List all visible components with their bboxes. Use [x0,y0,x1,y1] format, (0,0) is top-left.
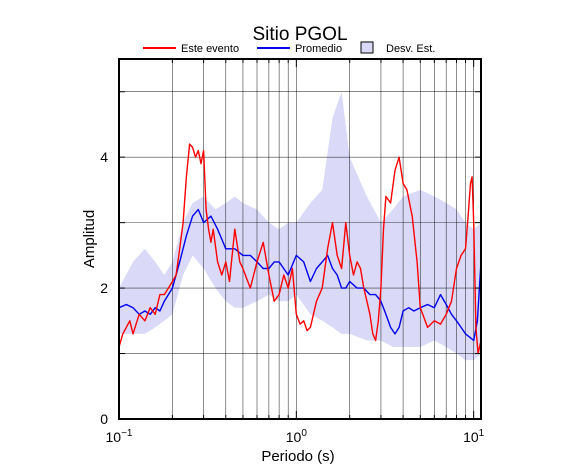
y-axis-label: Amplitud [81,210,98,268]
legend-swatch-3 [360,41,374,54]
chart-title: Sitio PGOL [252,24,347,45]
legend-label-2: Promedio [295,43,342,55]
std-dev-band [119,91,481,361]
x-tick-label-exponent: 0 [301,428,307,439]
x-tick-label-exponent: −1 [121,428,133,439]
x-tick-label: 101 [463,428,485,445]
legend-label-1: Este evento [181,43,239,55]
legend: Este evento Promedio Desv. Est. [143,41,435,55]
x-tick-label-base: 10 [463,429,479,445]
y-tick-label: 4 [100,149,108,165]
x-axis-label: Periodo (s) [261,448,334,465]
x-tick-label-base: 10 [106,429,122,445]
y-tick-label: 0 [100,411,108,427]
x-tick-label: 100 [286,428,308,445]
plot-frame [118,58,482,420]
legend-label-3: Desv. Est. [386,43,435,55]
x-tick-label-exponent: 1 [479,428,485,439]
y-tick-label: 2 [100,280,108,296]
series-line-este-evento [118,143,482,355]
plot-area [118,59,482,419]
x-tick-label: 10−1 [106,428,133,445]
x-tick-label-base: 10 [286,429,302,445]
